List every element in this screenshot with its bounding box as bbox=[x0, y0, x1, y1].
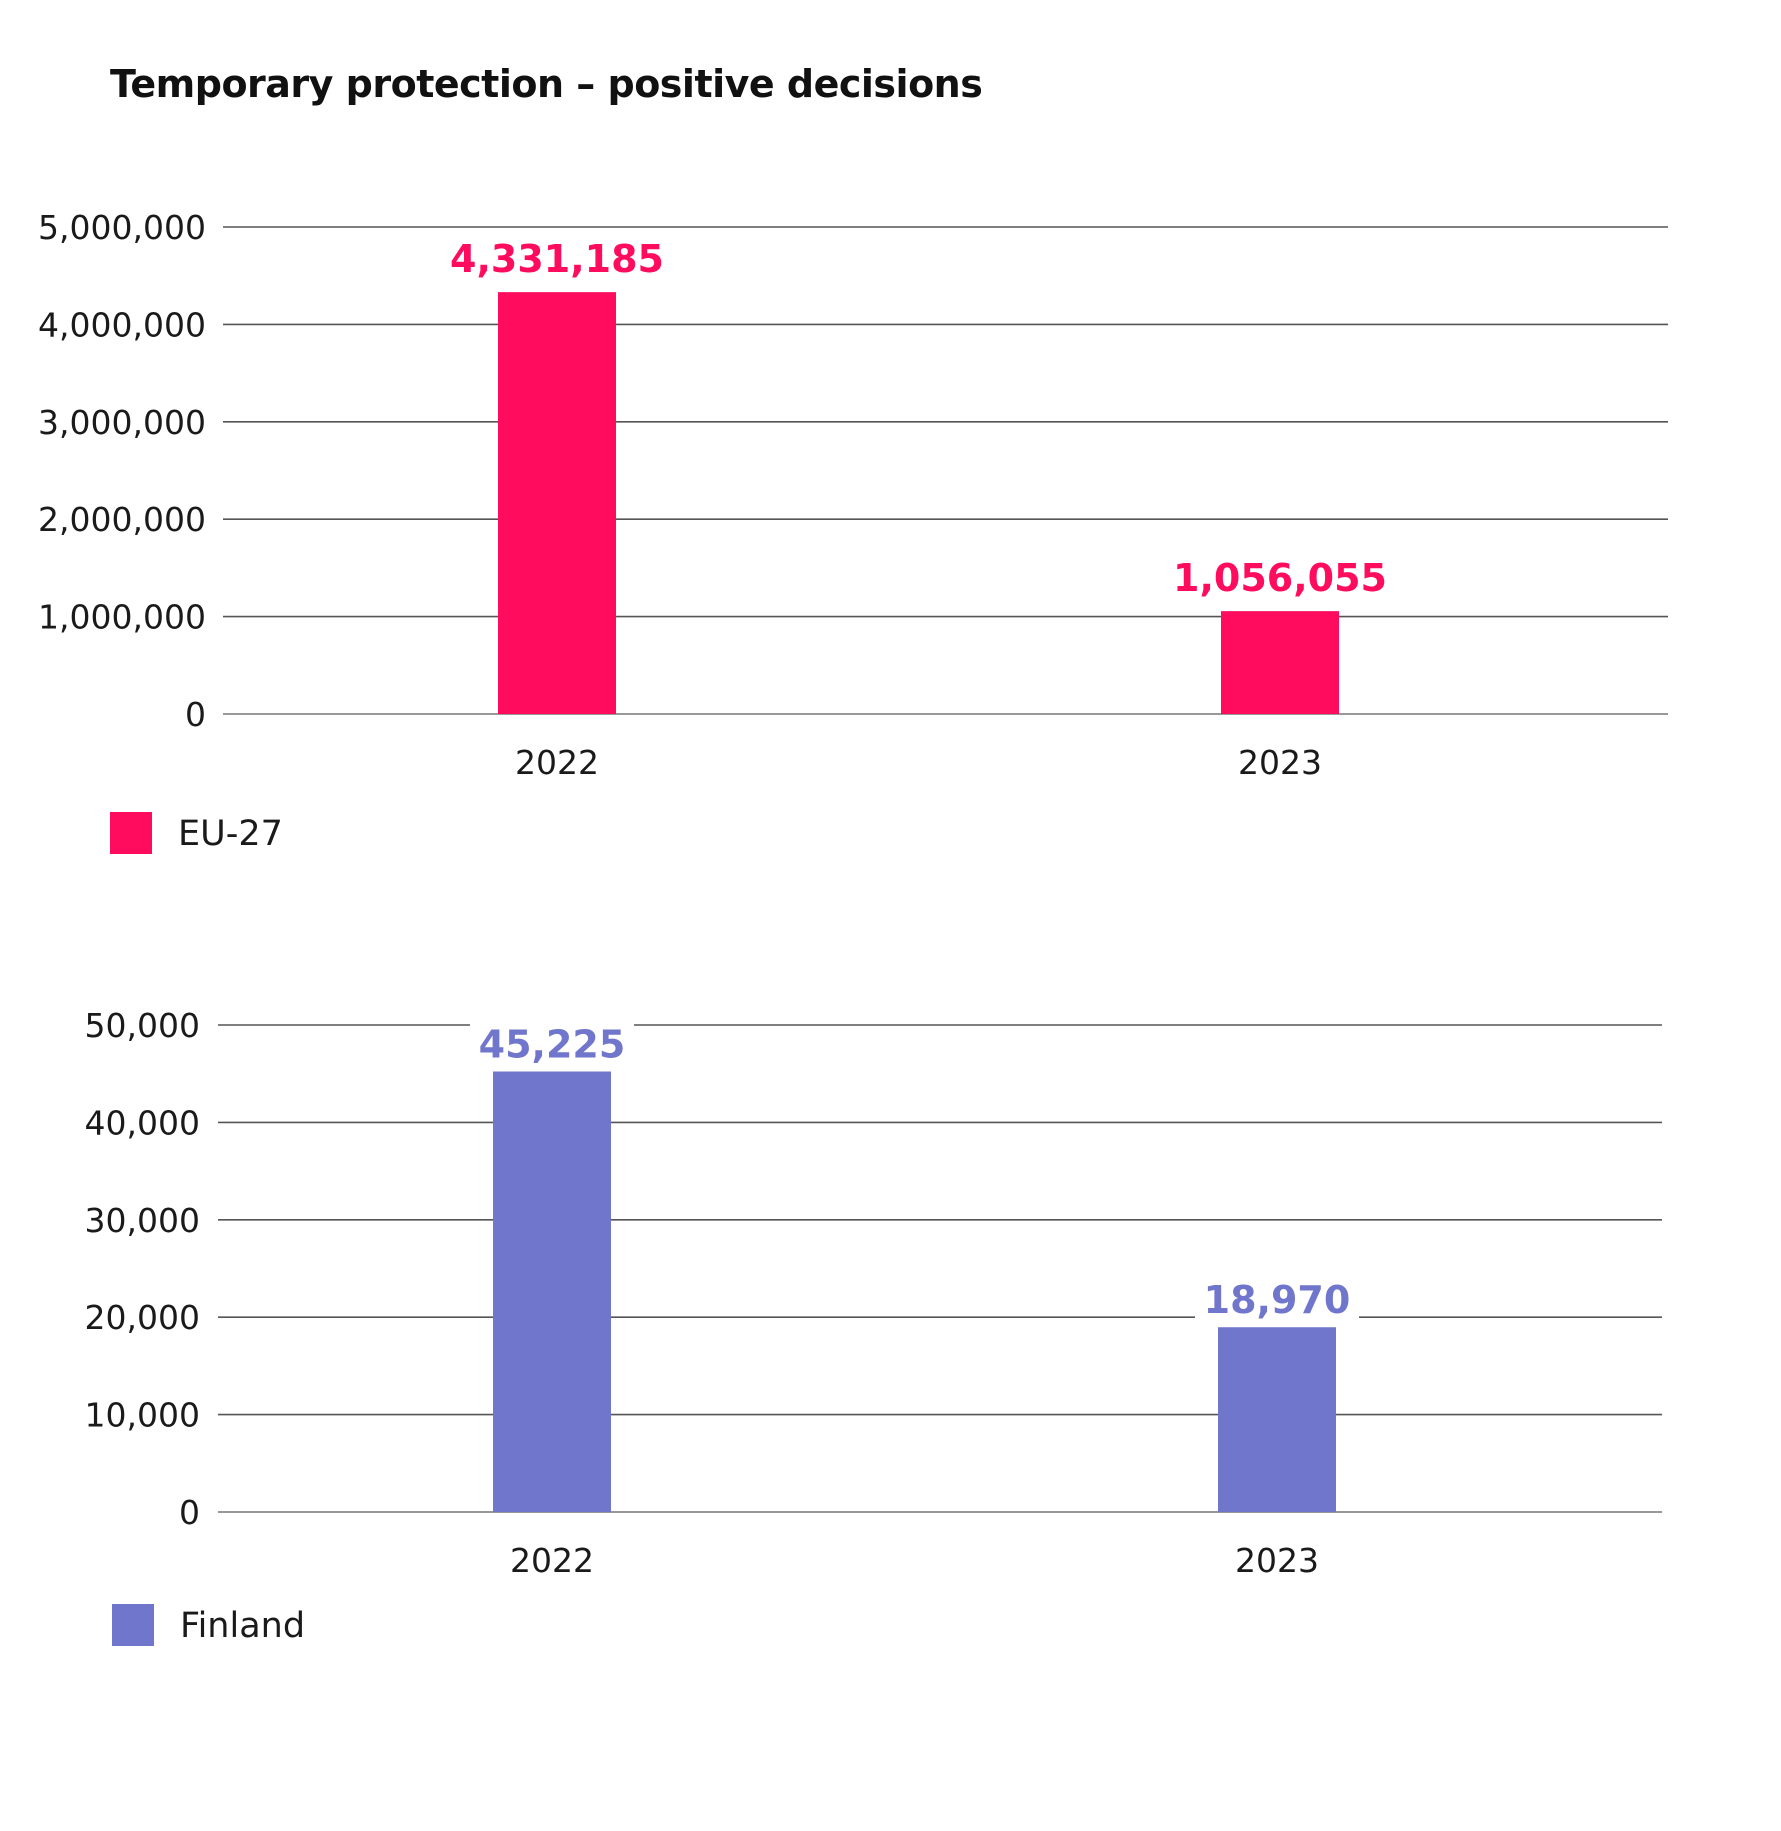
chart-2-y-tick-label: 20,000 bbox=[85, 1298, 200, 1337]
chart-2-data-label: 45,225 bbox=[479, 1023, 626, 1067]
chart-1-data-label: 4,331,185 bbox=[450, 237, 664, 281]
chart-1-bar bbox=[1221, 611, 1339, 714]
chart-2-x-tick-label: 2022 bbox=[510, 1541, 594, 1580]
chart-2-data-label: 18,970 bbox=[1204, 1278, 1351, 1322]
chart-2-y-tick-label: 50,000 bbox=[85, 1006, 200, 1045]
chart-1-data-label-backdrop bbox=[1162, 553, 1398, 602]
chart-title: Temporary protection – positive decision… bbox=[110, 62, 983, 106]
chart-1-data-label-backdrop bbox=[439, 234, 675, 283]
chart-1-x-tick-label: 2022 bbox=[515, 743, 599, 782]
chart-1-y-tick-label: 4,000,000 bbox=[38, 305, 206, 344]
chart-1-x-tick-label: 2023 bbox=[1238, 743, 1322, 782]
chart-2-data-label-backdrop bbox=[470, 1019, 634, 1068]
chart-2-y-tick-label: 0 bbox=[179, 1493, 200, 1532]
chart-2-bar bbox=[1218, 1327, 1336, 1512]
chart-2-data-label-backdrop bbox=[1195, 1275, 1359, 1324]
chart-1-y-tick-label: 3,000,000 bbox=[38, 403, 206, 442]
chart-1-bar bbox=[498, 292, 616, 714]
chart-1-y-tick-label: 0 bbox=[185, 695, 206, 734]
chart-1-y-tick-label: 1,000,000 bbox=[38, 598, 206, 637]
chart-1-y-tick-label: 2,000,000 bbox=[38, 500, 206, 539]
chart-2-x-tick-label: 2023 bbox=[1235, 1541, 1319, 1580]
chart-2-legend-label: Finland bbox=[180, 1606, 305, 1646]
chart-1-y-tick-label: 5,000,000 bbox=[38, 208, 206, 247]
chart-2-y-tick-label: 40,000 bbox=[85, 1103, 200, 1142]
chart-1-data-label: 1,056,055 bbox=[1173, 556, 1387, 600]
chart-2-y-tick-label: 30,000 bbox=[85, 1201, 200, 1240]
chart-2-legend-swatch bbox=[112, 1604, 154, 1646]
chart-2-bar bbox=[493, 1071, 611, 1512]
chart-1-legend-swatch bbox=[110, 812, 152, 854]
chart-2-y-tick-label: 10,000 bbox=[85, 1396, 200, 1435]
chart-1-legend-label: EU-27 bbox=[178, 814, 283, 854]
